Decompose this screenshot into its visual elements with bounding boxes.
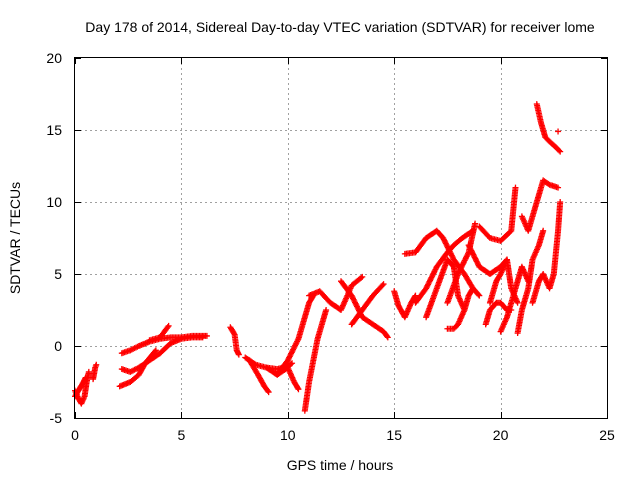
data-point [423, 284, 430, 291]
grid-layer [75, 58, 607, 418]
y-tick-label: -5 [50, 410, 63, 426]
y-tick-label: 20 [46, 50, 62, 66]
data-point [476, 292, 483, 299]
data-point [427, 277, 434, 284]
y-axis-title: SDTVAR / TECUs [7, 182, 23, 294]
data-point [164, 324, 171, 331]
x-tick-label: 0 [71, 427, 79, 443]
data-point [285, 356, 292, 363]
data-point [358, 274, 365, 281]
data-point [557, 199, 564, 205]
data-point [540, 227, 547, 234]
data-point [468, 247, 475, 254]
data-point [352, 300, 359, 307]
x-tick-label: 10 [280, 427, 296, 443]
data-point [469, 285, 476, 292]
data-point [359, 273, 366, 280]
data-point [349, 293, 356, 300]
data-point [512, 184, 519, 191]
data-point [289, 360, 296, 367]
data-point [295, 386, 302, 393]
data-point [459, 261, 466, 268]
data-point [151, 348, 158, 355]
data-point [555, 184, 562, 191]
data-point [557, 148, 564, 155]
data-point [514, 299, 521, 306]
data-point [545, 180, 552, 187]
data-point [442, 239, 449, 246]
x-tick-label: 5 [178, 427, 186, 443]
data-point [411, 293, 418, 300]
y-tick-label: 5 [54, 266, 62, 282]
data-point [463, 254, 470, 261]
x-tick-label: 25 [599, 427, 615, 443]
x-tick-label: 15 [386, 427, 402, 443]
data-point [380, 281, 387, 288]
data-point [475, 291, 482, 298]
data-point [556, 147, 563, 154]
ticks-layer: 0 5 10 15 20 25 -5 0 5 10 15 20 [46, 50, 615, 443]
data-point [463, 253, 470, 260]
data-point [456, 268, 463, 275]
data-point [469, 250, 476, 257]
data-point [230, 330, 237, 337]
plot-frame [74, 57, 608, 419]
data-point [472, 220, 479, 227]
data-point [440, 236, 447, 243]
data-point [430, 270, 437, 277]
data-point [412, 292, 419, 299]
data-point [265, 389, 272, 396]
y-tick-label: 0 [54, 338, 62, 354]
data-point [323, 307, 330, 313]
data-point [466, 243, 473, 250]
data-point [85, 368, 92, 375]
data-point [235, 351, 242, 358]
data-point [383, 333, 390, 340]
data-point [264, 387, 271, 394]
data-point [288, 349, 295, 356]
data-point [152, 347, 159, 354]
data-point [199, 334, 206, 341]
data-point [469, 286, 476, 293]
data-point [555, 128, 562, 135]
data-point [287, 361, 294, 367]
data-point [203, 332, 210, 339]
data-point [165, 322, 172, 329]
data-point [472, 255, 479, 262]
chart-title: Day 178 of 2014, Sidereal Day-to-day VTE… [85, 19, 595, 35]
data-point [444, 243, 451, 250]
data-point [82, 374, 89, 381]
data-point [292, 342, 299, 349]
y-tick-label: 10 [46, 194, 62, 210]
data-point [294, 385, 301, 391]
data-point [379, 282, 386, 289]
data-point [384, 334, 391, 341]
x-axis-title: GPS time / hours [287, 457, 394, 473]
data-points-layer [72, 101, 564, 414]
y-tick-label: 15 [46, 122, 62, 138]
data-point [93, 361, 100, 368]
x-tick-label: 20 [493, 427, 509, 443]
